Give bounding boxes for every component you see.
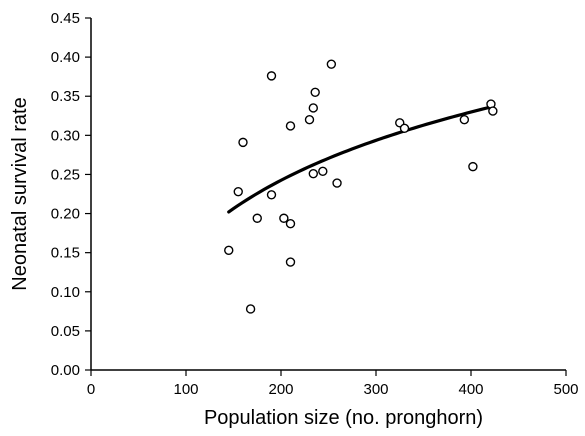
y-tick-label: 0.00 — [51, 362, 80, 379]
y-tick-label: 0.05 — [51, 323, 80, 340]
y-tick-label: 0.35 — [51, 88, 80, 105]
data-point — [233, 186, 243, 197]
y-axis-title: Neonatal survival rate — [9, 97, 31, 290]
data-point — [285, 219, 296, 229]
trend-line — [227, 104, 495, 214]
y-tick-label: 0.10 — [51, 284, 80, 301]
data-point — [285, 121, 296, 131]
data-point — [266, 71, 277, 81]
y-tick-label: 0.15 — [51, 245, 80, 262]
x-axis-title: Population size (no. pronghorn) — [204, 407, 483, 429]
data-point — [308, 103, 318, 113]
x-tick-label: 400 — [458, 381, 483, 398]
y-axis-ticks: 0.00 0.05 0.10 0.15 0.20 0.25 0.30 0.35 0.40 0.45 — [51, 10, 91, 379]
x-tick-label: 100 — [173, 381, 198, 398]
x-tick-label: 300 — [363, 381, 388, 398]
data-point — [238, 137, 248, 148]
data-point — [252, 213, 262, 223]
data-point — [304, 114, 315, 125]
data-point — [468, 161, 478, 172]
x-tick-label: 200 — [268, 381, 293, 398]
data-point — [285, 257, 296, 267]
data-point — [332, 178, 342, 188]
y-tick-label: 0.40 — [51, 49, 80, 66]
data-point — [399, 123, 410, 133]
data-point — [326, 59, 337, 69]
data-point — [459, 114, 470, 125]
y-tick-label: 0.25 — [51, 166, 80, 183]
data-point — [224, 245, 234, 256]
data-point — [245, 304, 256, 314]
y-tick-label: 0.30 — [51, 127, 80, 144]
x-tick-label: 500 — [553, 381, 578, 398]
data-point — [279, 213, 289, 223]
x-tick-label: 0 — [87, 381, 95, 398]
data-point — [488, 106, 498, 116]
y-tick-label: 0.20 — [51, 206, 80, 223]
data-point — [266, 190, 277, 200]
x-axis-ticks: 0 100 200 300 400 500 — [87, 370, 579, 398]
data-point — [310, 87, 320, 98]
data-points — [224, 59, 498, 314]
data-point — [318, 166, 328, 177]
y-tick-label: 0.45 — [51, 10, 80, 27]
data-point — [308, 168, 318, 179]
